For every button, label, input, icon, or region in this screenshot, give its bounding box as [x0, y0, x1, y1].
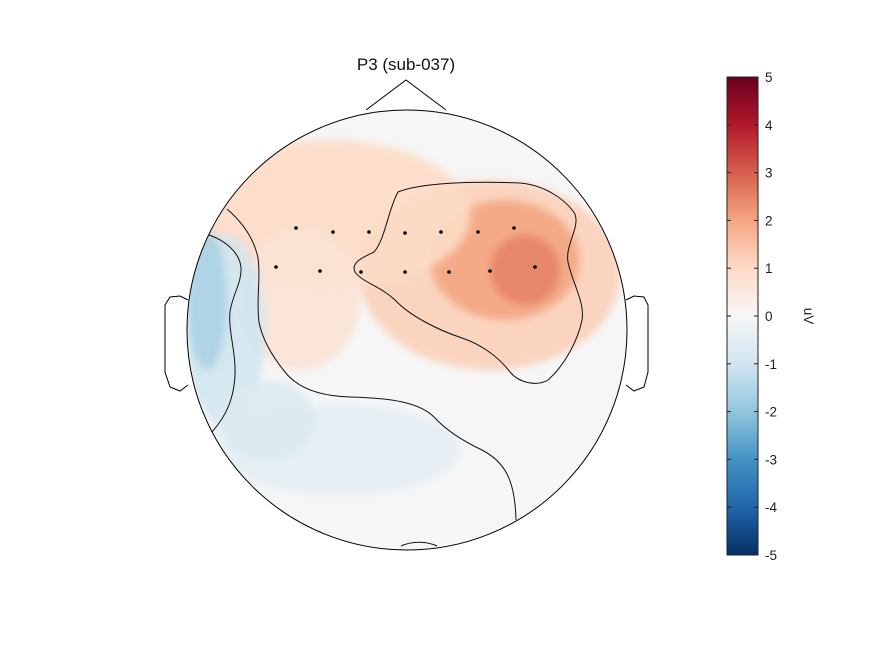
heatmap-field	[180, 100, 640, 560]
electrode	[359, 270, 363, 274]
colorbar: 5 4 3 2 1 0 -1 -2 -3 -4 -5 uV	[727, 70, 816, 563]
colorbar-tick-label: 0	[765, 309, 773, 324]
colorbar-tick-label: 3	[765, 166, 773, 181]
right-ear	[626, 296, 648, 391]
head-nose	[366, 80, 446, 110]
colorbar-tick-label: -2	[765, 405, 777, 420]
colorbar-tick-label: 1	[765, 261, 773, 276]
electrode	[318, 269, 322, 273]
colorbar-tick-label: 4	[765, 118, 773, 133]
chart-title: P3 (sub-037)	[357, 55, 455, 74]
colorbar-tick-label: -4	[765, 500, 777, 515]
colorbar-tick-label: 2	[765, 213, 773, 228]
colorbar-gradient	[727, 77, 758, 555]
electrode	[403, 231, 407, 235]
electrode	[512, 226, 516, 230]
electrode	[447, 270, 451, 274]
electrode	[488, 269, 492, 273]
colorbar-tick-label: -1	[765, 357, 777, 372]
colorbar-tick-label: -5	[765, 548, 777, 563]
heatmap-region	[490, 235, 560, 305]
electrode	[331, 230, 335, 234]
electrode	[533, 265, 537, 269]
left-ear	[165, 296, 188, 391]
electrode	[274, 265, 278, 269]
electrode	[403, 270, 407, 274]
electrode	[294, 226, 298, 230]
electrode	[367, 230, 371, 234]
heatmap-region	[215, 380, 315, 460]
colorbar-label: uV	[801, 308, 816, 325]
electrode	[476, 230, 480, 234]
colorbar-tick-label: 5	[765, 70, 773, 85]
heatmap-region	[187, 230, 227, 370]
colorbar-tick-label: -3	[765, 452, 777, 467]
electrode	[439, 230, 443, 234]
